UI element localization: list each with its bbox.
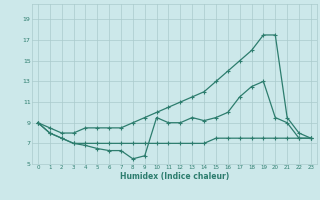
X-axis label: Humidex (Indice chaleur): Humidex (Indice chaleur) xyxy=(120,172,229,181)
